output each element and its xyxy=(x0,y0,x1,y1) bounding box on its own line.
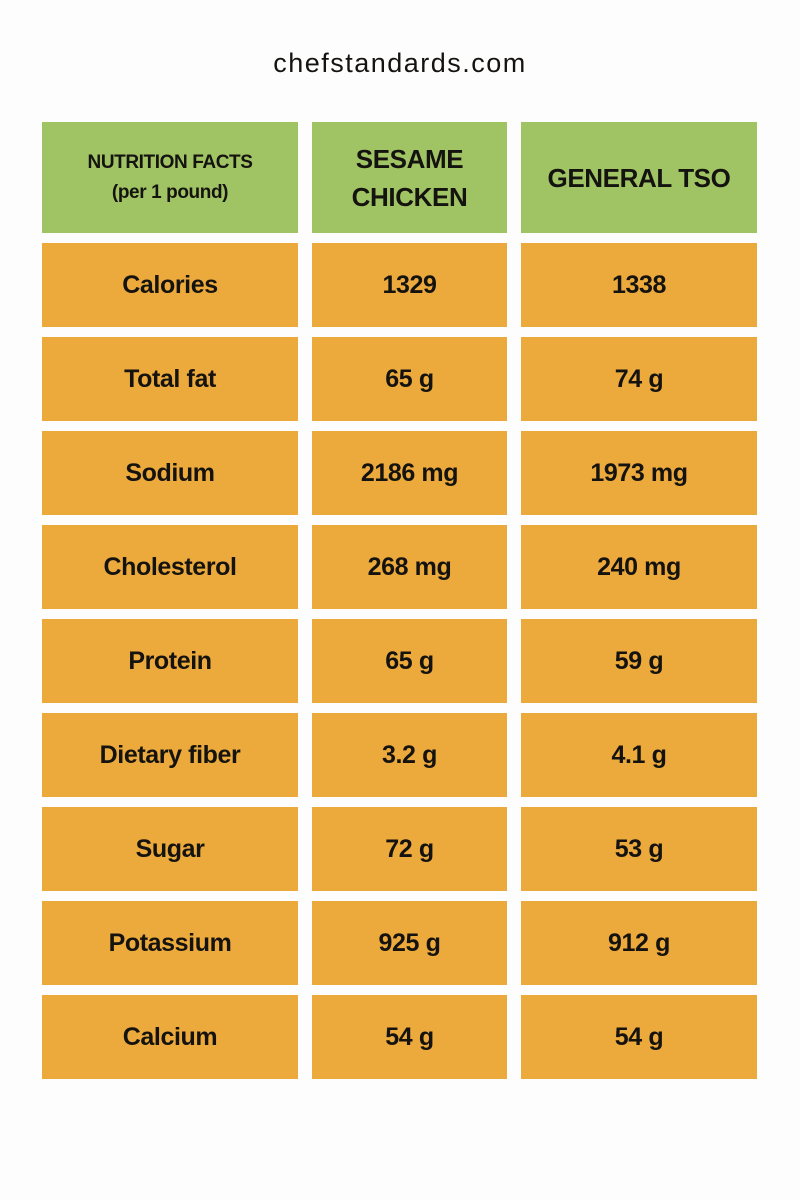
sesame-chicken-value-cell: 1329 xyxy=(312,243,507,327)
nutrient-label-cell: Sugar xyxy=(42,807,298,891)
general-tso-value-cell: 54 g xyxy=(521,995,757,1079)
nutrient-label-cell: Total fat xyxy=(42,337,298,421)
sesame-chicken-value-cell: 2186 mg xyxy=(312,431,507,515)
nutrient-label-cell: Sodium xyxy=(42,431,298,515)
general-tso-value-cell: 53 g xyxy=(521,807,757,891)
sesame-chicken-value-cell: 72 g xyxy=(312,807,507,891)
general-tso-value-cell: 4.1 g xyxy=(521,713,757,797)
site-title: chefstandards.com xyxy=(273,48,527,78)
table-header-nutrition-facts: NUTRITION FACTS (per 1 pound) xyxy=(42,122,298,233)
nutrient-label-cell: Dietary fiber xyxy=(42,713,298,797)
table-header-sesame-chicken: SESAME CHICKEN xyxy=(312,122,507,233)
nutrient-label-cell: Cholesterol xyxy=(42,525,298,609)
table-header-subtitle: (per 1 pound) xyxy=(111,181,229,203)
general-tso-value-cell: 74 g xyxy=(521,337,757,421)
nutrition-table: NUTRITION FACTS (per 1 pound) SESAME CHI… xyxy=(42,122,757,1079)
general-tso-value-cell: 1338 xyxy=(521,243,757,327)
sesame-chicken-value-cell: 65 g xyxy=(312,619,507,703)
general-tso-value-cell: 240 mg xyxy=(521,525,757,609)
sesame-chicken-value-cell: 3.2 g xyxy=(312,713,507,797)
general-tso-value-cell: 59 g xyxy=(521,619,757,703)
general-tso-value-cell: 1973 mg xyxy=(521,431,757,515)
general-tso-value-cell: 912 g xyxy=(521,901,757,985)
nutrient-label-cell: Calcium xyxy=(42,995,298,1079)
sesame-chicken-value-cell: 268 mg xyxy=(312,525,507,609)
sesame-chicken-value-cell: 65 g xyxy=(312,337,507,421)
table-header-title: NUTRITION FACTS xyxy=(87,151,253,173)
table-header-general-tso: GENERAL TSO xyxy=(521,122,757,233)
nutrient-label-cell: Potassium xyxy=(42,901,298,985)
sesame-chicken-value-cell: 54 g xyxy=(312,995,507,1079)
nutrient-label-cell: Calories xyxy=(42,243,298,327)
nutrient-label-cell: Protein xyxy=(42,619,298,703)
sesame-chicken-value-cell: 925 g xyxy=(312,901,507,985)
